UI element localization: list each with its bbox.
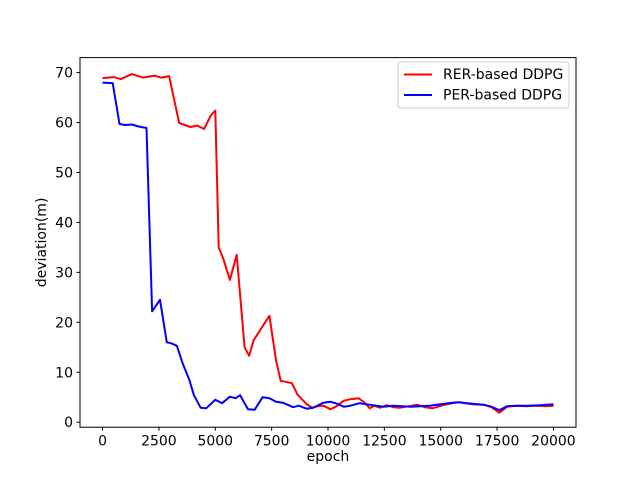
- y-tick-label: 60: [55, 116, 73, 132]
- legend: RER-based DDPG PER-based DDPG: [397, 61, 570, 109]
- y-tick-label: 40: [55, 215, 73, 231]
- x-tick-label: 15000: [418, 434, 463, 450]
- x-axis-label: epoch: [307, 449, 350, 465]
- x-tick-label: 2500: [141, 434, 177, 450]
- x-axis-ticks: 0 2500 5000 7500 10000 12500 15000 17500 20000: [98, 427, 576, 450]
- y-tick-label: 0: [64, 415, 73, 431]
- y-tick-label: 50: [55, 165, 73, 181]
- y-tick-label: 30: [55, 265, 73, 281]
- series-line-1: [102, 81, 554, 412]
- x-tick-label: 5000: [197, 434, 233, 450]
- y-tick-label: 70: [55, 66, 73, 82]
- legend-label-per: PER-based DDPG: [443, 88, 562, 104]
- x-tick-label: 12500: [362, 434, 407, 450]
- y-tick-label: 20: [55, 315, 73, 331]
- x-tick-label: 17500: [475, 434, 520, 450]
- x-tick-label: 20000: [531, 434, 576, 450]
- axes-spines: [79, 57, 577, 428]
- legend-label-rer: RER-based DDPG: [443, 67, 563, 83]
- legend-frame: [397, 61, 570, 109]
- x-tick-label: 7500: [254, 434, 290, 450]
- series-lines: [102, 73, 554, 414]
- y-tick-label: 10: [55, 365, 73, 381]
- x-tick-label: 0: [98, 434, 107, 450]
- plot-area: [80, 57, 576, 428]
- y-axis-label: deviation(m): [34, 198, 50, 288]
- x-tick-label: 10000: [306, 434, 351, 450]
- y-axis-ticks: 0 10 20 30 40 50 60 70: [55, 66, 80, 431]
